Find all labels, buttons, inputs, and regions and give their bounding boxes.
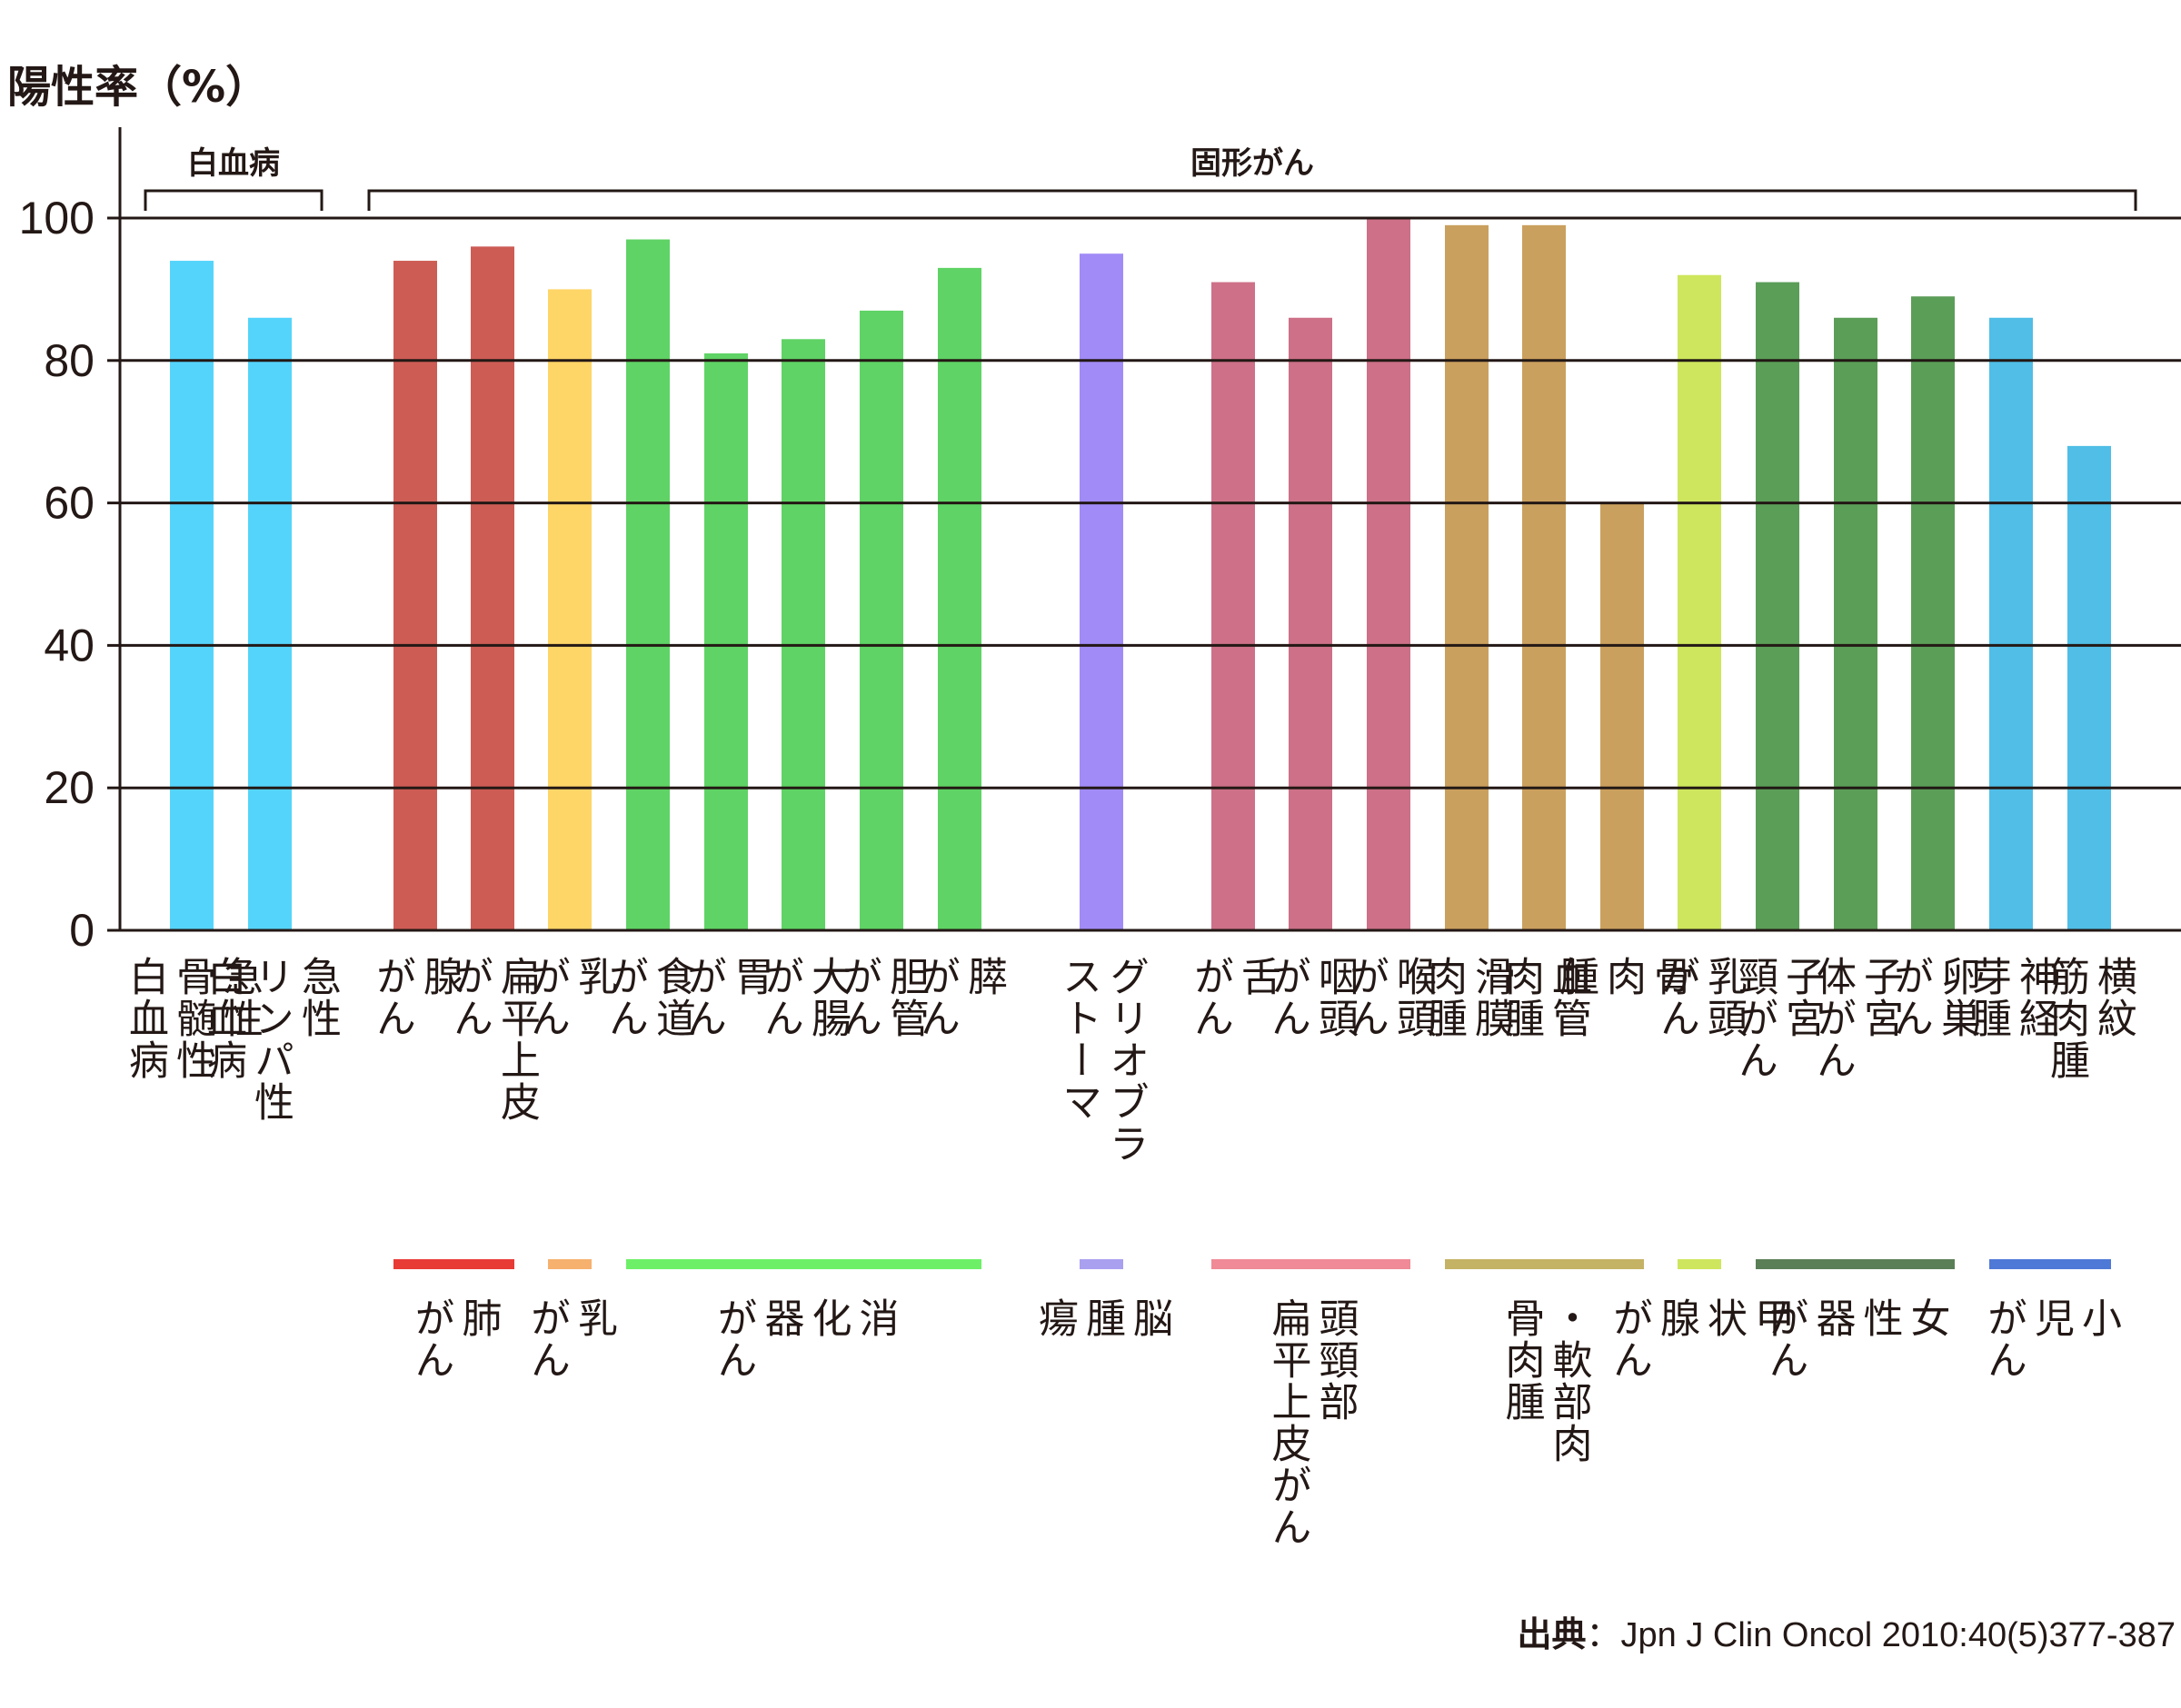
category-label: グリオブラ ストーマ	[1055, 956, 1149, 1165]
category-label: 急性 リンパ性 白血病	[200, 956, 341, 1123]
category-label: 舌 がん	[1187, 956, 1280, 1039]
y-tick-label: 100	[19, 193, 95, 243]
category-label: 子宮 体がん	[1809, 956, 1903, 1081]
subgroup-label: 女 性 器 がん	[1761, 1297, 1950, 1381]
subgroup-bar	[1678, 1259, 1721, 1269]
bar	[1678, 274, 1721, 931]
category-label: 喉頭 がん	[1342, 956, 1436, 1039]
bar	[704, 353, 748, 931]
subgroup-label: 小 児 がん	[1980, 1297, 2121, 1381]
bar	[1600, 502, 1644, 930]
subgroup-label: 乳 がん	[523, 1297, 617, 1381]
category-label: 血管 肉腫	[1498, 956, 1591, 1039]
y-tick-label: 0	[69, 905, 95, 956]
subgroup-bar	[626, 1259, 981, 1269]
category-label: 膵 がん	[913, 956, 1007, 1039]
subgroup-bar	[1756, 1259, 1955, 1269]
bar	[393, 261, 437, 930]
group-label: 白血病	[187, 145, 280, 182]
category-label: 扁平上皮 がん	[446, 956, 540, 1123]
bar	[626, 239, 670, 930]
subgroup-label: ・軟部肉 骨肉腫	[1498, 1297, 1592, 1465]
category-label: 腺 がん	[369, 956, 463, 1039]
subgroup-bar	[1445, 1259, 1644, 1269]
subgroup-label: 甲 状 腺 がん	[1606, 1297, 1794, 1381]
category-label: 胃 がん	[680, 956, 773, 1039]
bar	[1834, 317, 1877, 930]
category-label: 咽頭 がん	[1264, 956, 1358, 1039]
source-citation: 出典：Jpn J Clin Oncol 2010:40(5)377-387	[1517, 1606, 2176, 1656]
category-label: 大腸 がん	[757, 956, 851, 1039]
bar	[860, 310, 903, 930]
subgroup-bar	[1080, 1259, 1123, 1269]
bar	[1756, 282, 1799, 930]
source-text: ：Jpn J Clin Oncol 2010:40(5)377-387	[1586, 1616, 2176, 1654]
category-label: 滑膜 肉腫	[1420, 956, 1514, 1039]
y-tick-label: 20	[44, 762, 95, 813]
bar	[1522, 224, 1566, 931]
category-label: 横紋 筋肉腫	[2043, 956, 2136, 1081]
category-label: 神経 芽腫	[1965, 956, 2058, 1039]
subgroup-label: 消 化 器 がん	[710, 1297, 899, 1381]
y-axis-label: 陽性率（%）	[7, 62, 270, 113]
bar	[2067, 445, 2111, 930]
category-label: 骨 肉 腫	[1552, 956, 1693, 998]
bar	[1367, 218, 1410, 930]
bar	[1445, 224, 1489, 931]
group-label: 固形がん	[1190, 145, 1314, 182]
bar	[248, 317, 292, 930]
category-label: 乳 がん	[523, 956, 617, 1039]
category-label: 卵巣 がん	[1887, 956, 1980, 1039]
category-label: 食道 がん	[602, 956, 695, 1039]
category-label: 乳頭 がん	[1653, 956, 1747, 1039]
bar	[1080, 253, 1123, 930]
y-tick-label: 40	[44, 620, 95, 670]
subgroup-bar	[1211, 1259, 1410, 1269]
bar	[1911, 296, 1955, 930]
subgroup-label: 脳 腫 瘍	[1031, 1297, 1172, 1339]
bar	[471, 246, 514, 930]
y-tick-label: 80	[44, 335, 95, 386]
subgroup-bar	[548, 1259, 592, 1269]
bar	[938, 267, 981, 930]
category-label: 胆管 がん	[835, 956, 929, 1039]
source-label: 出典	[1517, 1614, 1587, 1654]
subgroup-bar	[1989, 1259, 2111, 1269]
bar	[548, 289, 592, 930]
subgroup-label: 肺 がん	[407, 1297, 502, 1381]
bar	[1989, 317, 2033, 930]
subgroup-label: 頭頸部 扁平上皮がん	[1264, 1297, 1359, 1548]
y-tick-label: 60	[44, 478, 95, 529]
bar	[170, 261, 214, 930]
bar	[1211, 282, 1255, 930]
group-bracket	[367, 189, 2137, 211]
category-label: 子宮 頸がん	[1731, 956, 1825, 1081]
bar	[1289, 317, 1332, 930]
category-label: 急性 骨髄性 白血病	[122, 956, 263, 1081]
group-bracket	[144, 189, 324, 211]
bar	[782, 339, 825, 930]
subgroup-bar	[393, 1259, 514, 1269]
